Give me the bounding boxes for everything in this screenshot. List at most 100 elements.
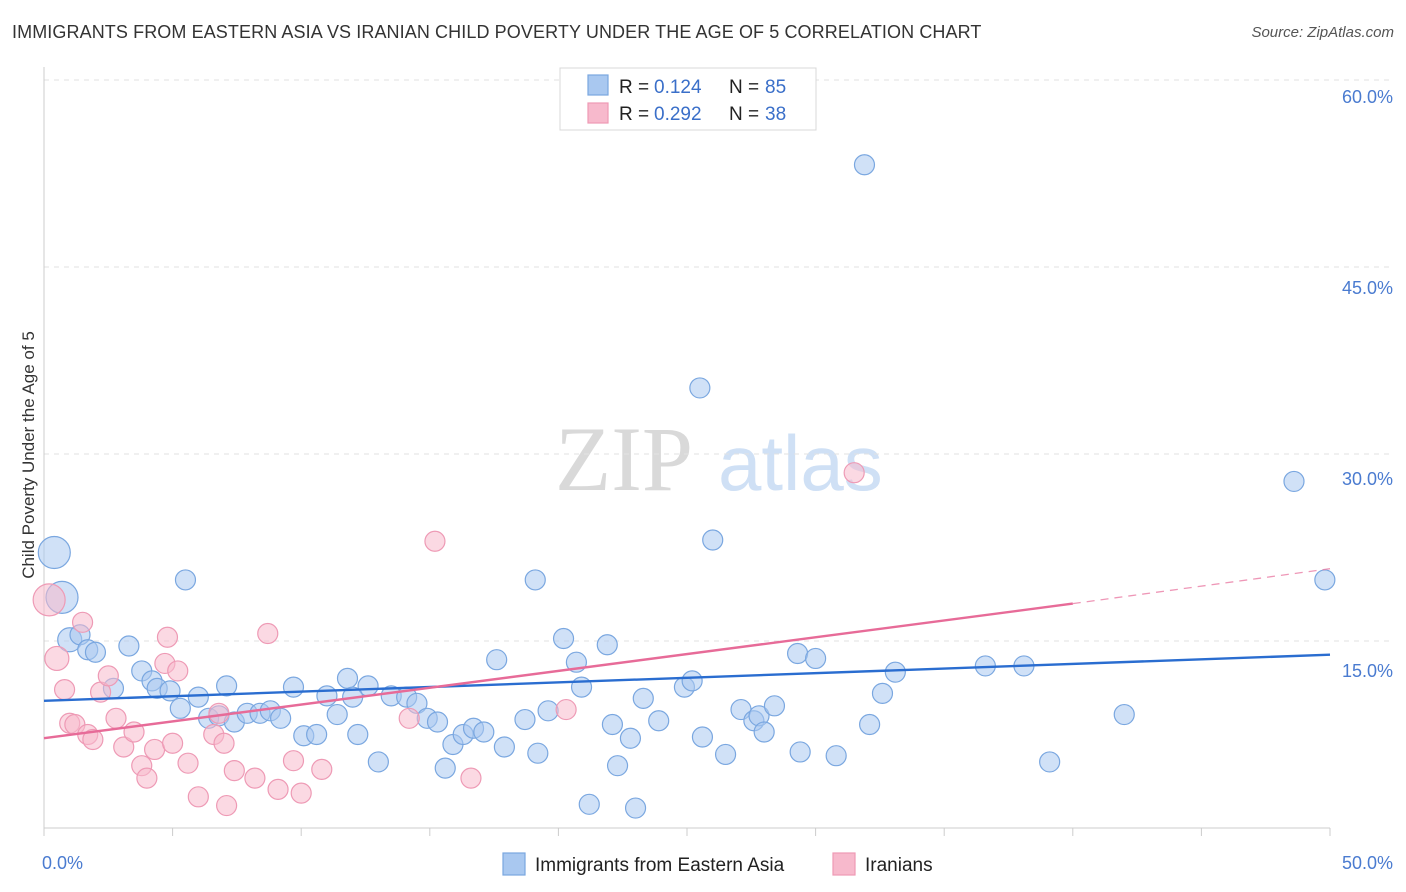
point-blue-41 [473, 721, 495, 743]
point-pink-35 [555, 698, 577, 721]
point-blue-56 [624, 797, 647, 819]
legend-r-label-blue: R = [619, 77, 649, 98]
point-blue-11 [159, 680, 181, 702]
point-blue-77 [884, 661, 906, 683]
y-axis-label: Child Poverty Under the Age of 5 [19, 331, 38, 579]
point-blue-73 [825, 745, 847, 767]
point-blue-14 [187, 686, 209, 708]
point-pink-11 [113, 736, 135, 758]
point-blue-22 [270, 707, 292, 729]
point-pink-17 [156, 626, 179, 648]
point-blue-83 [1314, 569, 1336, 591]
point-blue-82 [1283, 470, 1305, 493]
point-blue-7 [118, 635, 140, 657]
series-legend: Immigrants from Eastern Asia Iranians [502, 852, 933, 876]
point-blue-62 [691, 726, 714, 748]
point-pink-0 [32, 583, 66, 617]
point-pink-24 [216, 794, 238, 817]
point-blue-5 [84, 641, 107, 663]
trend-line-pink [43, 602, 1073, 740]
stats-legend: R = 0.124 N = 85 R = 0.292 N = 38 [559, 67, 817, 131]
point-pink-31 [311, 758, 333, 781]
point-blue-60 [681, 670, 703, 692]
point-blue-51 [578, 793, 600, 815]
point-blue-44 [514, 708, 536, 731]
point-blue-27 [326, 703, 348, 726]
point-blue-45 [527, 742, 549, 764]
point-blue-48 [552, 627, 575, 650]
point-blue-54 [606, 755, 629, 777]
point-blue-58 [648, 710, 670, 732]
trend-line-pink-extension [1072, 568, 1331, 605]
point-pink-1 [44, 645, 70, 672]
legend-n-label-blue: N = [729, 77, 759, 98]
point-blue-17 [216, 675, 238, 697]
legend-n-value-blue: 85 [765, 77, 786, 98]
point-pink-33 [424, 530, 446, 552]
point-pink-30 [290, 782, 312, 804]
point-blue-70 [789, 741, 811, 763]
point-blue-37 [434, 757, 456, 779]
trend-lines [43, 568, 1331, 740]
point-blue-28 [336, 667, 359, 690]
point-blue-81 [1113, 703, 1135, 726]
point-pink-18 [162, 732, 184, 754]
point-blue-53 [601, 713, 624, 736]
point-pink-15 [143, 738, 166, 761]
point-blue-31 [367, 751, 389, 773]
trend-line-blue [43, 653, 1331, 703]
point-blue-63 [702, 529, 724, 551]
point-blue-68 [753, 721, 775, 743]
x-tick-label-min: 0.0% [42, 853, 83, 873]
point-pink-9 [97, 665, 119, 687]
point-blue-29 [347, 723, 369, 746]
legend-r-label-pink: R = [619, 104, 649, 125]
point-blue-13 [174, 569, 197, 591]
point-blue-55 [619, 727, 642, 749]
legend-r-value-pink: 0.292 [654, 104, 702, 125]
point-blue-12 [169, 697, 191, 719]
series-immigrants-eastern-asia [37, 154, 1336, 819]
y-tick-label-15: 15.0% [1342, 661, 1393, 681]
point-blue-74 [853, 154, 876, 176]
series-legend-label-blue: Immigrants from Eastern Asia [535, 855, 785, 876]
point-blue-42 [486, 649, 508, 671]
point-pink-14 [136, 767, 158, 789]
point-blue-52 [596, 634, 618, 656]
point-blue-71 [786, 642, 809, 665]
point-blue-47 [537, 700, 559, 722]
point-pink-21 [187, 786, 209, 808]
series-legend-label-pink: Iranians [865, 855, 933, 876]
point-pink-25 [223, 760, 245, 782]
x-tick-label-max: 50.0% [1342, 853, 1393, 873]
gridlines [44, 79, 1393, 642]
point-blue-76 [871, 682, 894, 704]
point-pink-27 [257, 622, 279, 645]
point-pink-37 [213, 732, 235, 754]
legend-n-value-pink: 38 [765, 104, 786, 125]
point-blue-43 [493, 736, 515, 758]
point-pink-2 [53, 679, 76, 701]
legend-swatch-blue [587, 74, 609, 96]
y-tick-label-30: 30.0% [1342, 469, 1393, 489]
point-pink-7 [82, 728, 104, 751]
point-blue-46 [524, 569, 546, 591]
chart-title: IMMIGRANTS FROM EASTERN ASIA VS IRANIAN … [12, 22, 982, 42]
point-blue-57 [632, 687, 654, 709]
point-blue-23 [282, 676, 305, 698]
legend-swatch-pink [587, 102, 609, 124]
point-blue-61 [689, 377, 711, 399]
watermark-zip: ZIP [555, 408, 693, 510]
source-credit: Source: ZipAtlas.com [1251, 24, 1394, 41]
point-blue-72 [804, 647, 827, 670]
legend-r-value-blue: 0.124 [654, 77, 702, 98]
point-blue-64 [714, 743, 737, 766]
point-pink-29 [282, 750, 305, 772]
series-legend-swatch-blue [502, 852, 526, 876]
point-pink-34 [460, 767, 482, 789]
point-pink-36 [843, 462, 865, 484]
point-pink-19 [167, 660, 189, 682]
legend-n-label-pink: N = [729, 104, 759, 125]
y-tick-label-60: 60.0% [1342, 87, 1393, 107]
